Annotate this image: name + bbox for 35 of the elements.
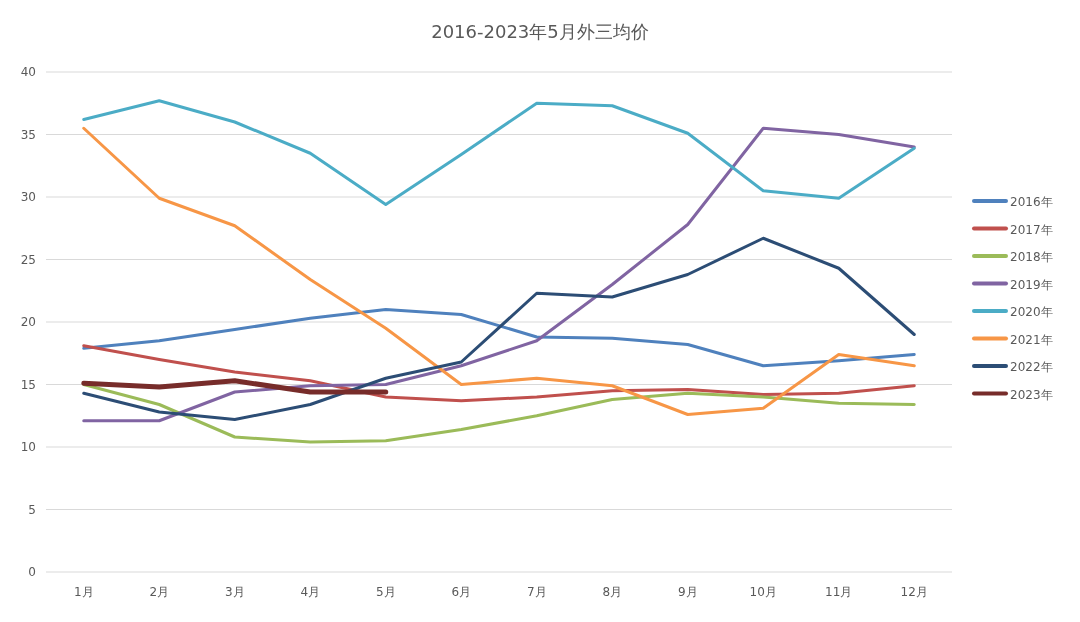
y-tick-label: 40 xyxy=(20,65,36,79)
legend-label: 2019年 xyxy=(1010,277,1053,292)
y-tick-label: 30 xyxy=(20,190,36,204)
x-tick-label: 7月 xyxy=(526,585,547,599)
x-tick-label: 1月 xyxy=(73,585,94,599)
y-tick-label: 15 xyxy=(20,377,36,392)
x-tick-label: 12月 xyxy=(900,585,928,599)
x-tick-label: 2月 xyxy=(149,585,170,599)
chart-title: 2016-2023年5月外三均价 xyxy=(431,21,649,42)
legend-label: 2016年 xyxy=(1010,195,1053,209)
y-tick-label: 5 xyxy=(28,502,36,517)
x-tick-label: 8月 xyxy=(602,585,623,599)
line-series xyxy=(82,308,916,368)
legend-label: 2020年 xyxy=(1010,305,1053,319)
y-tick-label: 20 xyxy=(20,315,36,329)
x-tick-label: 4月 xyxy=(300,585,321,599)
legend-label: 2022年 xyxy=(1010,360,1053,374)
y-tick-label: 25 xyxy=(20,252,36,267)
legend-label: 2017年 xyxy=(1010,222,1053,237)
line-series xyxy=(82,383,916,444)
x-tick-label: 5月 xyxy=(375,585,396,599)
x-tick-label: 9月 xyxy=(677,585,698,599)
line-series xyxy=(82,99,916,206)
x-tick-label: 11月 xyxy=(825,585,853,599)
y-tick-label: 0 xyxy=(28,565,36,579)
legend-label: 2023年 xyxy=(1010,387,1053,402)
y-tick-label: 35 xyxy=(20,127,36,142)
line-series xyxy=(82,344,916,403)
y-tick-label: 10 xyxy=(20,440,36,454)
x-tick-label: 6月 xyxy=(451,585,472,599)
legend-label: 2021年 xyxy=(1010,332,1053,347)
legend-label: 2018年 xyxy=(1010,250,1053,264)
line-series xyxy=(82,236,916,421)
x-tick-label: 10月 xyxy=(749,585,777,599)
x-tick-label: 3月 xyxy=(224,585,245,599)
